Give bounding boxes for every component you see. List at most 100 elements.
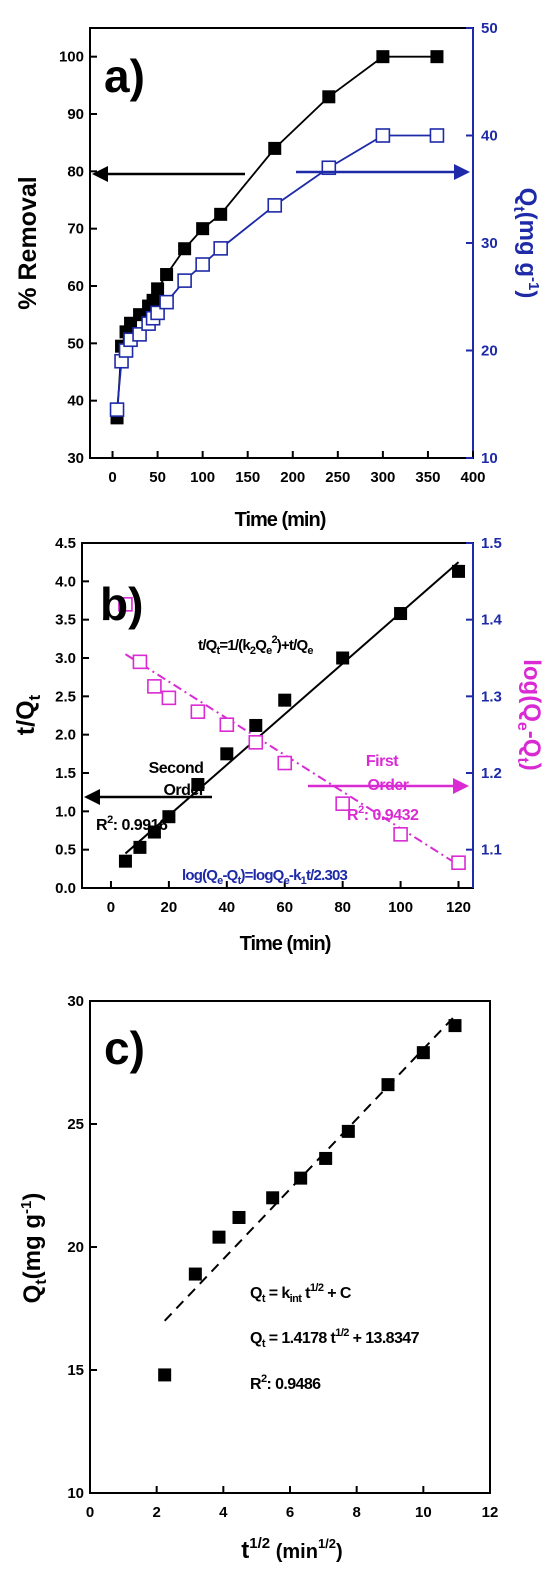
data-point: [319, 1151, 333, 1165]
data-point: [267, 198, 283, 213]
data-point: [248, 735, 264, 750]
panel-b-ticks: 0 20 40 60 80 100 120 0.0 0.5 1.0 1.5 2.0 2.5 3.0 3.5 4…: [55, 535, 502, 916]
x-tick-label: 0: [86, 1504, 94, 1521]
fit-line-0: [163, 1015, 456, 1322]
data-point: [132, 654, 148, 670]
data-point: [381, 1078, 395, 1092]
panel-c-plot-frame: [89, 1000, 491, 1494]
panel-a-right-arrowhead: [454, 164, 470, 180]
data-point: [341, 1124, 355, 1138]
y2-tick-label: 10: [481, 450, 498, 467]
x-tick-label: 0: [108, 469, 116, 486]
y-tick-label: 60: [67, 278, 84, 295]
panel-a-ticks: 0 50 100 150 200 250 300 350 400 30 40 50 60 70 80 90 10…: [59, 20, 498, 486]
y-tick-label: 10: [67, 1485, 84, 1502]
first-order-r2: R2: 0.9432: [347, 804, 419, 824]
data-point: [147, 679, 162, 694]
panel-a-panel-label: a): [104, 50, 145, 102]
intraparticle-model-equation: Qt = kint t1/2 + C: [250, 1282, 352, 1305]
data-point: [268, 141, 282, 155]
data-point: [118, 854, 132, 868]
data-point: [196, 222, 210, 236]
x-tick-label: 50: [149, 469, 166, 486]
y-tick-label: 1.0: [55, 803, 76, 820]
y-tick-label: 25: [67, 1116, 84, 1133]
data-point: [394, 607, 408, 621]
y2-tick-label: 40: [481, 128, 498, 145]
y2-tick-label: 1.1: [481, 842, 502, 859]
data-point: [146, 293, 160, 307]
y-tick-label: 50: [67, 335, 84, 352]
data-point: [294, 1171, 308, 1185]
x-tick-label: 0: [107, 899, 115, 916]
panel-a-x-axis-title: Time (min): [235, 509, 326, 531]
data-point: [191, 778, 205, 791]
panel-b-y-axis-title: t/Qt: [12, 694, 44, 735]
y-tick-label: 3.0: [55, 650, 76, 667]
y-tick-label: 80: [67, 163, 84, 180]
intraparticle-fit-equation: Qt = 1.4178 t1/2 + 13.8347: [250, 1327, 420, 1350]
x-tick-label: 40: [218, 899, 235, 916]
second-order-r2: R2: 0.9916: [96, 814, 168, 834]
y-tick-label: 0.5: [55, 842, 76, 859]
data-point: [277, 755, 293, 771]
x-tick-label: 60: [276, 899, 293, 916]
second-order-equation: t/Qt=1/(k2Qe2)+t/Qe: [198, 634, 313, 657]
panel-c-panel-label: c): [104, 1022, 145, 1074]
data-point: [195, 257, 210, 272]
panel-c-marks: [158, 1015, 462, 1382]
data-point: [451, 855, 466, 871]
y-tick-label: 0.0: [55, 880, 76, 897]
x-tick-label: 4: [219, 1504, 228, 1521]
panel-a-y2-axis-title: Qt(mg g-1): [510, 188, 542, 299]
first-order-arrowhead: [453, 778, 469, 794]
y-tick-label: 1.5: [55, 765, 76, 782]
x-tick-label: 8: [352, 1504, 360, 1521]
data-point: [132, 327, 147, 342]
series-line-0: [116, 55, 437, 418]
y2-tick-label: 50: [481, 20, 498, 37]
y-tick-label: 3.5: [55, 612, 76, 629]
data-point: [278, 693, 292, 707]
first-order-equation: log(Qe-Qt)=logQe-k1t/2.303: [182, 867, 348, 887]
y-tick-label: 40: [67, 393, 84, 410]
data-point: [376, 50, 390, 64]
data-point: [150, 305, 165, 321]
panel-c-chart: 0 2 4 6 8 10 12 10 15 20 25 30 c) Qt(mg g-1) t1/2 (…: [18, 993, 498, 1564]
panel-c-x-axis-title: t1/2 (min1/2): [241, 1535, 342, 1564]
data-point: [178, 242, 192, 256]
x-tick-label: 120: [446, 899, 471, 916]
second-order-label-line1: Second: [149, 760, 204, 777]
x-tick-label: 20: [161, 899, 178, 916]
panel-a-left-arrowhead: [92, 166, 108, 182]
y2-tick-label: 1.3: [481, 688, 502, 705]
data-point: [159, 294, 174, 310]
second-order-label-line2: Order: [163, 782, 204, 799]
data-point: [158, 1368, 172, 1382]
y-tick-label: 30: [67, 993, 84, 1010]
data-point: [430, 50, 444, 64]
data-point: [214, 207, 228, 221]
y2-tick-label: 20: [481, 343, 498, 360]
x-tick-label: 300: [370, 469, 395, 486]
panel-a-y-axis-title: % Removal: [14, 176, 42, 309]
panel-a-chart: 0 50 100 150 200 250 300 350 400 30 40 50 60 70 80 90 10…: [14, 20, 542, 531]
panel-b-marks: [118, 561, 466, 871]
panel-b-chart: 0 20 40 60 80 100 120 0.0 0.5 1.0 1.5 2.0 2.5 3.0 3.5 4…: [12, 535, 545, 955]
data-point: [177, 273, 192, 288]
y2-tick-label: 1.4: [481, 612, 503, 629]
data-point: [375, 128, 391, 143]
second-order-arrowhead: [84, 789, 100, 805]
data-point: [188, 1267, 202, 1281]
data-point: [133, 840, 147, 854]
y-tick-label: 2.5: [55, 688, 76, 705]
x-tick-label: 100: [388, 899, 413, 916]
panel-a-marks: [109, 50, 445, 425]
data-point: [266, 1191, 280, 1205]
data-point: [118, 597, 133, 612]
data-point: [452, 564, 466, 578]
x-tick-label: 80: [334, 899, 351, 916]
data-point: [322, 90, 336, 104]
y-tick-label: 4.5: [55, 535, 76, 552]
